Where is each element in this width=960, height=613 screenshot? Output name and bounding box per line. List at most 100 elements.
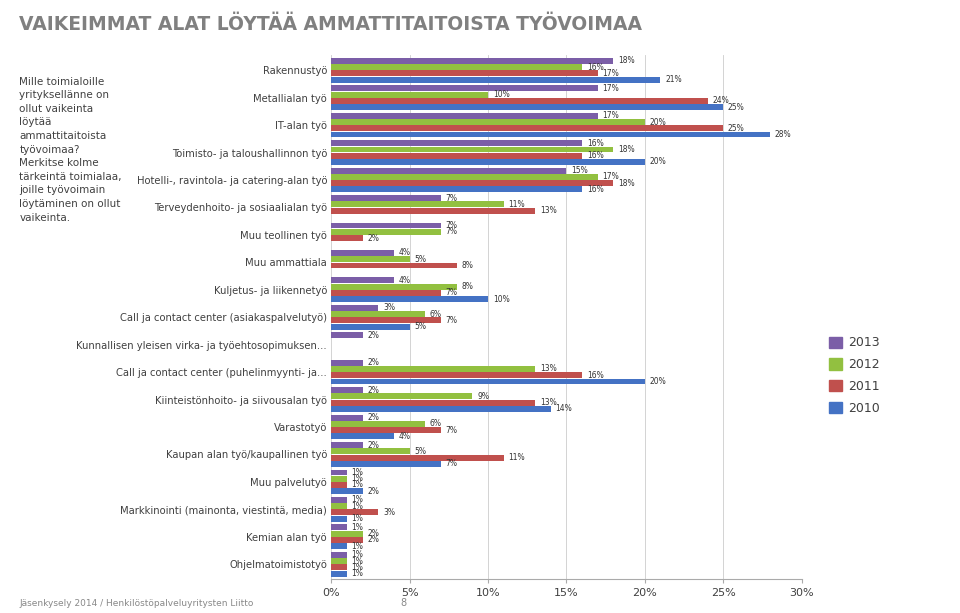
Bar: [331, 455, 504, 460]
Text: 7%: 7%: [445, 459, 458, 468]
Text: 16%: 16%: [587, 63, 604, 72]
Bar: [331, 318, 441, 323]
Bar: [331, 516, 347, 522]
Text: 20%: 20%: [650, 377, 666, 386]
Text: 28%: 28%: [775, 130, 792, 139]
Bar: [331, 421, 425, 427]
Text: 1%: 1%: [351, 557, 364, 566]
Legend: 2013, 2012, 2011, 2010: 2013, 2012, 2011, 2010: [827, 334, 882, 417]
Text: 8%: 8%: [462, 261, 473, 270]
Text: VAIKEIMMAT ALAT LÖYTÄÄ AMMATTITAITOISTA TYÖVOIMAA: VAIKEIMMAT ALAT LÖYTÄÄ AMMATTITAITOISTA …: [19, 15, 642, 34]
Text: 5%: 5%: [415, 255, 426, 264]
Bar: [331, 543, 347, 549]
Text: 21%: 21%: [665, 75, 682, 84]
Text: 8: 8: [400, 598, 406, 608]
Bar: [331, 104, 723, 110]
Text: 2%: 2%: [368, 358, 379, 367]
Bar: [331, 284, 457, 289]
Text: 1%: 1%: [351, 514, 364, 523]
Bar: [331, 372, 582, 378]
Text: 9%: 9%: [477, 392, 489, 401]
Text: 7%: 7%: [445, 221, 458, 230]
Bar: [331, 366, 535, 372]
Text: 1%: 1%: [351, 550, 364, 559]
Bar: [331, 394, 472, 400]
Text: 4%: 4%: [398, 432, 411, 441]
Text: 1%: 1%: [351, 495, 364, 504]
Text: 2%: 2%: [368, 413, 379, 422]
Bar: [331, 70, 598, 77]
Bar: [331, 414, 363, 421]
Bar: [331, 360, 363, 366]
Bar: [331, 262, 457, 268]
Bar: [331, 132, 770, 137]
Bar: [331, 278, 394, 283]
Bar: [331, 442, 363, 448]
Text: 2%: 2%: [368, 234, 379, 243]
Bar: [331, 147, 613, 153]
Bar: [331, 503, 347, 509]
Bar: [331, 387, 363, 393]
Text: 20%: 20%: [650, 118, 666, 126]
Bar: [331, 174, 598, 180]
Bar: [331, 229, 441, 235]
Bar: [331, 448, 410, 454]
Text: 2%: 2%: [368, 535, 379, 544]
Text: 18%: 18%: [618, 56, 635, 66]
Text: 3%: 3%: [383, 303, 395, 313]
Text: 1%: 1%: [351, 474, 364, 483]
Bar: [331, 159, 645, 165]
Text: 5%: 5%: [415, 447, 426, 456]
Bar: [331, 509, 378, 516]
Text: 2%: 2%: [368, 529, 379, 538]
Bar: [331, 195, 441, 201]
Text: 8%: 8%: [462, 282, 473, 291]
Bar: [331, 565, 347, 570]
Bar: [331, 235, 363, 241]
Text: 20%: 20%: [650, 158, 666, 167]
Bar: [331, 461, 441, 466]
Text: 17%: 17%: [603, 172, 619, 181]
Text: 4%: 4%: [398, 276, 411, 285]
Bar: [331, 470, 347, 476]
Bar: [331, 296, 488, 302]
Text: 11%: 11%: [509, 453, 525, 462]
Text: 2%: 2%: [368, 386, 379, 395]
Bar: [331, 290, 441, 296]
Text: 16%: 16%: [587, 371, 604, 379]
Text: 7%: 7%: [445, 316, 458, 325]
Bar: [331, 119, 645, 125]
Text: 14%: 14%: [556, 405, 572, 413]
Text: 2%: 2%: [368, 441, 379, 449]
Text: 1%: 1%: [351, 542, 364, 550]
Bar: [331, 140, 582, 146]
Text: 25%: 25%: [728, 124, 745, 133]
Text: 11%: 11%: [509, 200, 525, 209]
Bar: [331, 558, 347, 564]
Bar: [331, 489, 363, 494]
Bar: [331, 208, 535, 213]
Text: 10%: 10%: [492, 90, 510, 99]
Text: 24%: 24%: [712, 96, 729, 105]
Bar: [331, 311, 425, 317]
Text: 13%: 13%: [540, 206, 557, 215]
Bar: [331, 98, 708, 104]
Bar: [331, 537, 363, 543]
Bar: [331, 125, 723, 131]
Bar: [331, 571, 347, 576]
Text: 2%: 2%: [368, 487, 379, 496]
Text: 16%: 16%: [587, 151, 604, 160]
Text: 10%: 10%: [492, 295, 510, 303]
Text: 7%: 7%: [445, 288, 458, 297]
Text: 4%: 4%: [398, 248, 411, 257]
Bar: [331, 433, 394, 440]
Bar: [331, 64, 582, 70]
Text: 16%: 16%: [587, 139, 604, 148]
Text: 7%: 7%: [445, 227, 458, 236]
Text: 17%: 17%: [603, 69, 619, 78]
Text: Mille toimialoille
yrityksellänne on
ollut vaikeinta
löytää
ammattitaitoista
työ: Mille toimialoille yrityksellänne on oll…: [19, 77, 122, 223]
Text: 3%: 3%: [383, 508, 395, 517]
Bar: [331, 85, 598, 91]
Bar: [331, 223, 441, 229]
Bar: [331, 400, 535, 406]
